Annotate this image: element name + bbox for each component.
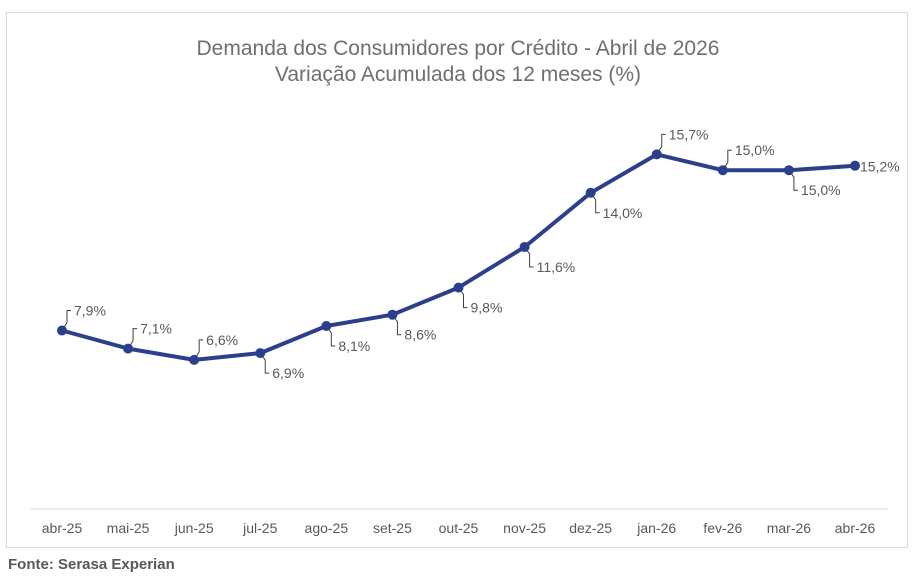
- x-tick-label: jun-25: [174, 520, 214, 536]
- x-tick-label: mar-26: [767, 520, 812, 536]
- data-label-abr-25: 7,9%: [74, 303, 106, 319]
- data-point-jan-26: [651, 149, 662, 160]
- data-point-dez-25: [585, 187, 596, 198]
- data-point-fev-26: [717, 165, 728, 176]
- data-point-abr-26: [850, 160, 860, 171]
- x-tick-label: out-25: [439, 520, 479, 536]
- data-label-abr-26: 15,2%: [860, 159, 900, 175]
- chart-title: Demanda dos Consumidores por Crédito - A…: [196, 37, 720, 60]
- data-point-abr-25: [57, 325, 67, 336]
- data-point-set-25: [387, 309, 398, 320]
- data-label-nov-25: 11,6%: [537, 259, 576, 275]
- data-label-fev-26: 15,0%: [735, 142, 775, 158]
- x-tick-label: dez-25: [569, 520, 612, 536]
- data-point-jun-25: [189, 354, 200, 365]
- data-point-mai-25: [123, 343, 134, 354]
- data-label-jun-25: 6,6%: [206, 332, 238, 348]
- data-label-set-25: 8,6%: [404, 327, 436, 343]
- x-tick-label: fev-26: [703, 520, 742, 536]
- data-label-mai-25: 7,1%: [140, 321, 172, 337]
- data-label-jan-26: 15,7%: [669, 126, 709, 142]
- data-label-ago-25: 8,1%: [338, 338, 370, 354]
- data-point-jul-25: [255, 348, 266, 359]
- x-tick-label: jan-26: [636, 520, 676, 536]
- x-tick-label: set-25: [373, 520, 412, 536]
- x-tick-label: mai-25: [107, 520, 150, 536]
- data-point-nov-25: [519, 241, 530, 252]
- series-line: [60, 152, 857, 362]
- data-label-dez-25: 14,0%: [603, 205, 643, 221]
- x-tick-label: abr-26: [835, 520, 876, 536]
- data-label-mar-26: 15,0%: [801, 182, 841, 198]
- x-tick-label: nov-25: [503, 520, 546, 536]
- data-point-mar-26: [783, 165, 794, 176]
- chart-frame: [6, 12, 908, 548]
- x-tick-label: ago-25: [305, 520, 349, 536]
- x-tick-label: jul-25: [242, 520, 277, 536]
- data-point-out-25: [453, 282, 464, 293]
- x-tick-label: abr-25: [42, 520, 83, 536]
- data-label-jul-25: 6,9%: [272, 365, 304, 381]
- data-point-ago-25: [321, 321, 332, 332]
- data-label-out-25: 9,8%: [471, 300, 503, 316]
- source-note: Fonte: Serasa Experian: [8, 556, 175, 573]
- chart-subtitle: Variação Acumulada dos 12 meses (%): [274, 63, 642, 86]
